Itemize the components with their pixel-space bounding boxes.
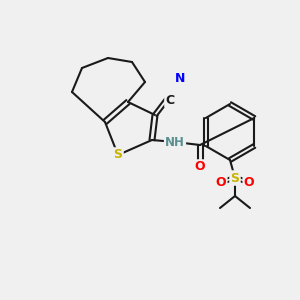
Text: NH: NH	[165, 136, 185, 148]
Text: S: S	[113, 148, 122, 161]
Text: S: S	[230, 172, 239, 184]
Text: O: O	[216, 176, 226, 188]
Text: O: O	[195, 160, 205, 173]
Text: O: O	[244, 176, 254, 188]
Text: C: C	[165, 94, 175, 106]
Text: N: N	[175, 71, 185, 85]
